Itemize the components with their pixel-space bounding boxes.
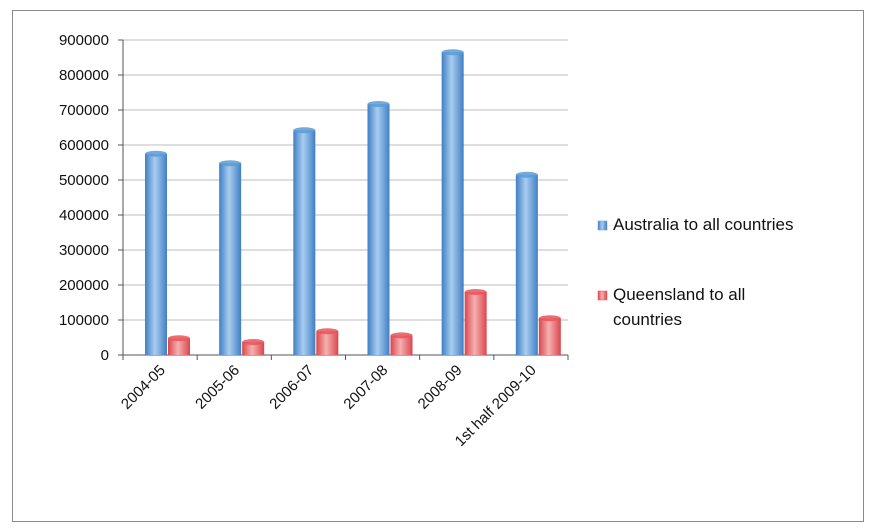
bar-queensland xyxy=(538,318,561,355)
gridlines xyxy=(123,39,568,321)
bar-australia xyxy=(367,104,390,355)
bar-australia xyxy=(515,174,538,355)
y-tick-label: 200000 xyxy=(59,277,109,294)
y-tick-labels: 0 100000 200000 300000 400000 500000 600000 700… xyxy=(59,32,109,364)
y-tick-label: 500000 xyxy=(59,172,109,189)
bar-cap xyxy=(293,127,316,134)
bar-cap xyxy=(242,339,265,346)
bar-cap xyxy=(316,328,339,335)
bar-cap xyxy=(515,171,538,178)
bar-australia xyxy=(441,52,464,355)
legend-label: Australia to all countries xyxy=(613,215,793,234)
y-tick-label: 0 xyxy=(101,347,109,364)
bar-queensland xyxy=(316,331,339,355)
legend-label: countries xyxy=(613,310,682,329)
x-tick-label: 2008-09 xyxy=(415,362,466,413)
bar-queensland xyxy=(464,292,487,355)
bar-australia xyxy=(219,163,242,355)
bar-cap xyxy=(441,49,464,56)
bar-cap xyxy=(219,160,242,167)
legend-label: Queensland to all xyxy=(613,285,745,304)
y-tick-label: 700000 xyxy=(59,102,109,119)
legend: Australia to all countries Queensland to … xyxy=(597,215,793,329)
y-tick-label: 600000 xyxy=(59,137,109,154)
x-tick-label: 2006-07 xyxy=(266,362,317,413)
legend-swatch-australia xyxy=(597,220,608,231)
bar-queensland xyxy=(242,342,265,355)
y-tick-label: 300000 xyxy=(59,242,109,259)
bar-australia xyxy=(145,153,167,355)
y-tick-label: 900000 xyxy=(59,32,109,49)
x-tick-label: 2004-05 xyxy=(118,362,169,413)
x-tick-label: 2005-06 xyxy=(192,362,243,413)
bar-cap xyxy=(538,315,561,322)
y-tick-label: 400000 xyxy=(59,207,109,224)
x-tick-label: 1st half 2009-10 xyxy=(452,362,540,450)
y-tick-label: 800000 xyxy=(59,67,109,84)
bar-cap xyxy=(390,332,413,339)
x-tick-label: 2007-08 xyxy=(340,362,391,413)
bar-australia xyxy=(293,130,316,355)
bar-cap xyxy=(145,150,167,157)
bar-cap xyxy=(464,289,487,295)
bar-queensland xyxy=(390,335,413,355)
bar-cap xyxy=(367,101,390,108)
y-tick-label: 100000 xyxy=(59,312,109,329)
legend-swatch-queensland xyxy=(597,290,608,301)
axes xyxy=(118,39,569,360)
bar-cap xyxy=(168,335,190,342)
bars xyxy=(145,49,561,355)
bar-queensland xyxy=(168,338,190,355)
